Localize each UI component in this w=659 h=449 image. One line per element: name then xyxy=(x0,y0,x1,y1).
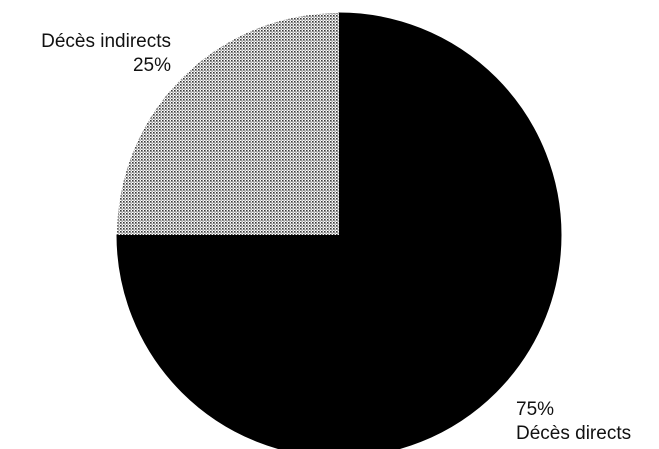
slice-label-direct-value: 75% xyxy=(516,399,555,420)
slice-label-indirect-name: Décès indirects xyxy=(41,31,171,52)
pie-slices xyxy=(116,12,562,449)
pie-slice-indirect xyxy=(117,13,339,235)
slice-label-indirect-value: 25% xyxy=(132,55,171,76)
slice-label-direct-name: Décès directs xyxy=(516,423,632,444)
slice-label-indirect: Décès indirects 25% xyxy=(0,30,171,78)
pie-slice-direct xyxy=(116,12,562,449)
slice-label-direct: 75% Décès directs xyxy=(516,398,631,446)
